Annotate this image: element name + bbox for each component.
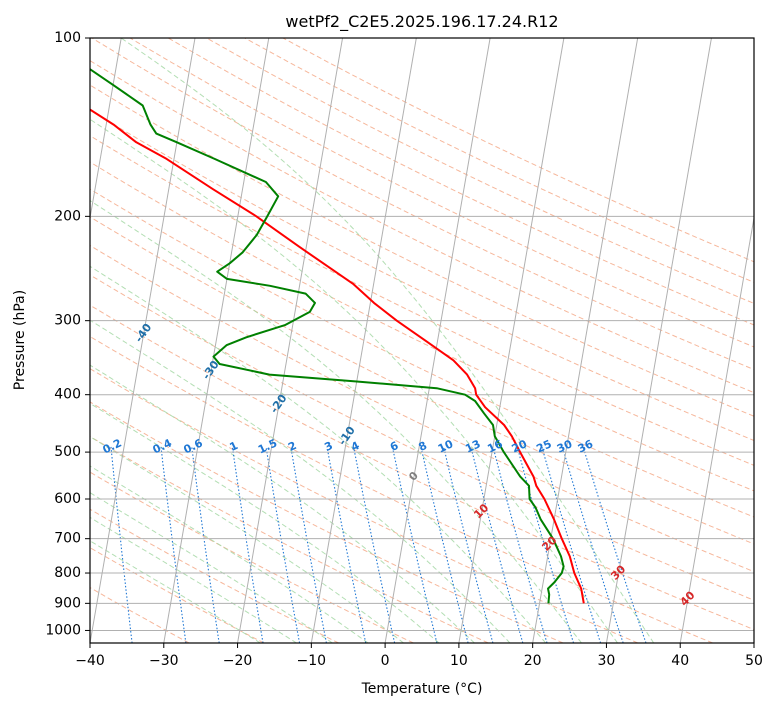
- dry-adiabat-line: [90, 274, 754, 601]
- y-tick-label: 1000: [45, 622, 81, 638]
- y-tick-label: 100: [54, 30, 81, 46]
- y-tick-label: 300: [54, 313, 81, 329]
- x-tick-label: 30: [598, 653, 616, 669]
- mixing-ratio-label: 25: [534, 437, 553, 455]
- mixing-ratio-line: [231, 446, 264, 643]
- moist-adiabat-line: [90, 540, 261, 643]
- x-tick-label: 50: [745, 653, 763, 669]
- mixing-ratio-line: [191, 446, 220, 643]
- y-tick-label: 900: [54, 595, 81, 611]
- moist-adiabat-line: [90, 435, 404, 643]
- mixing-ratio-label: 20: [510, 437, 530, 455]
- moist-adiabat-line: [90, 265, 547, 643]
- x-tick-label: −40: [75, 653, 105, 669]
- isotherm-gridline: [532, 38, 639, 643]
- plot-frame: [89, 37, 755, 644]
- dry-adiabat-line: [90, 135, 754, 466]
- y-tick-label: 600: [54, 491, 81, 507]
- mixing-ratio-label: 36: [576, 437, 596, 455]
- x-axis-label: Temperature (°C): [361, 681, 483, 697]
- dry-adiabat-line: [90, 304, 754, 631]
- mixing-ratio-line: [443, 446, 494, 643]
- pressure-gridlines: [90, 38, 754, 631]
- moist-adiabats: [90, 38, 655, 643]
- y-tick-label: 700: [54, 531, 81, 547]
- isotherm-gridline: [605, 38, 712, 643]
- dry-adiabat-line: [90, 335, 713, 643]
- plot-area: -100-90-80-70-60-50-40-30-20-100.10.20.4…: [90, 38, 754, 643]
- isotherm-gridline: [384, 38, 491, 643]
- mixing-ratio-label: 13: [463, 437, 482, 455]
- x-tick-label: 0: [381, 653, 390, 669]
- dry-adiabat-line: [90, 84, 754, 417]
- x-axis: −40 −30 −20 −10 0 10 20 30 40 50: [75, 643, 763, 669]
- dry-adiabat-line: [90, 216, 754, 545]
- mixing-ratio-line: [391, 446, 438, 643]
- isotherm-gridline: [310, 38, 417, 643]
- mixing-ratio-line: [420, 446, 469, 643]
- mixing-ratio-label: 30: [555, 437, 575, 455]
- moist-adiabat-line: [90, 402, 440, 643]
- isotherm-gridline: [90, 38, 122, 221]
- x-tick-label: 40: [671, 653, 689, 669]
- mixing-ratio-label: 10: [436, 437, 456, 455]
- dry-adiabat-line: [90, 401, 564, 643]
- y-tick-label: 500: [54, 444, 81, 460]
- x-tick-label: 10: [450, 653, 468, 669]
- mixing-ratio-line: [470, 446, 524, 643]
- y-axis-label: Pressure (hPa): [12, 290, 28, 390]
- mixing-ratio-line: [492, 446, 548, 643]
- profile-lines: [90, 68, 585, 604]
- moist-adiabat-line: [90, 200, 582, 643]
- y-tick-label: 200: [54, 208, 81, 224]
- mixing-ratio-line: [561, 446, 624, 643]
- dry-adiabat-line: [90, 435, 489, 643]
- x-tick-label: −10: [297, 653, 327, 669]
- mixing-ratio-line: [582, 446, 647, 643]
- isotherm-gridline: [458, 38, 565, 643]
- y-tick-label: 400: [54, 387, 81, 403]
- isotherm-gridlines: [90, 38, 754, 643]
- mixing-ratio-label: 16: [485, 437, 505, 455]
- dry-adiabat-line: [90, 60, 754, 394]
- y-tick-label: 800: [54, 565, 81, 581]
- x-tick-label: −30: [149, 653, 179, 669]
- temperature-profile-line: [90, 108, 585, 604]
- mixing-ratio-line: [160, 446, 187, 643]
- y-axis: 100 200 300 400 500 600 700 800 900 1000: [45, 30, 90, 638]
- mixing-ratio-line: [265, 446, 301, 643]
- isotherm-gridline: [679, 214, 754, 643]
- x-tick-label: 20: [524, 653, 542, 669]
- dry-adiabat-line: [90, 161, 754, 492]
- moist-adiabat-line: [120, 38, 655, 643]
- isotherm-gridline: [163, 38, 270, 643]
- chart-title: wetPf2_C2E5.2025.196.17.24.R12: [285, 12, 558, 32]
- moist-adiabat-line: [90, 118, 618, 643]
- dry-adiabat-line: [90, 368, 639, 643]
- mixing-ratio-line: [541, 446, 602, 643]
- mixing-ratio-line: [326, 446, 367, 643]
- x-tick-label: −20: [223, 653, 253, 669]
- isotherm-gridline: [237, 38, 344, 643]
- mixing-ratio-line: [290, 446, 327, 643]
- dewpoint-profile-line: [90, 68, 565, 604]
- moist-adiabat-line: [90, 465, 369, 643]
- moist-adiabat-line: [90, 319, 511, 643]
- dry-adiabat-line: [90, 547, 265, 643]
- dry-adiabat-line: [90, 109, 754, 442]
- isotherm-gridline: [90, 38, 196, 643]
